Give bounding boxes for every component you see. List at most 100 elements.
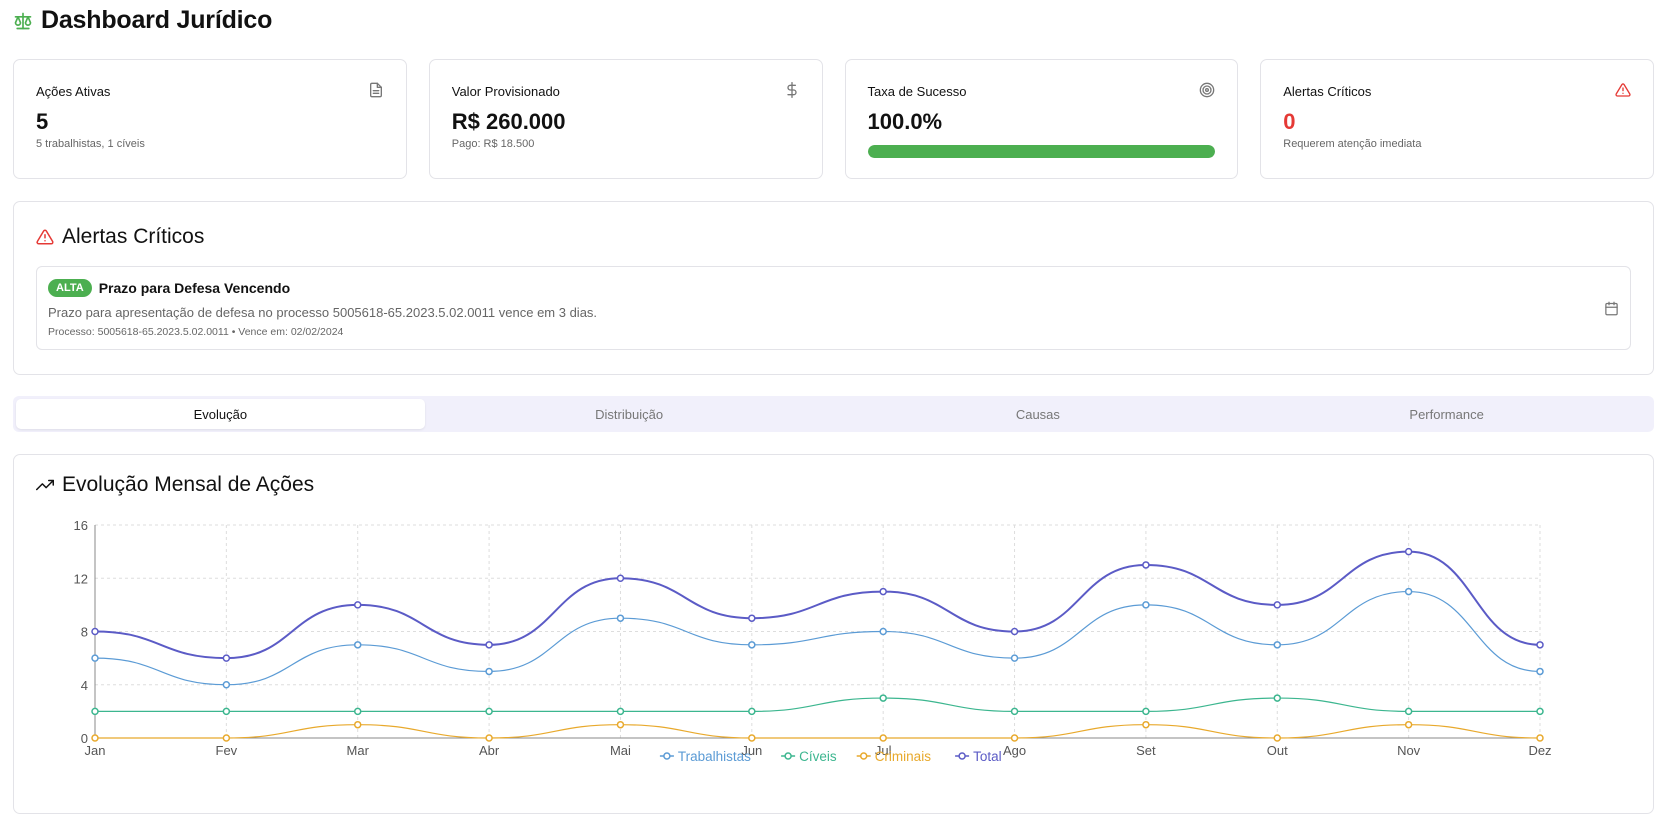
data-point bbox=[879, 627, 887, 636]
y-tick-label: 12 bbox=[74, 571, 88, 586]
card-value: 100.0% bbox=[867, 109, 943, 134]
x-tick-label: Jan bbox=[85, 743, 106, 758]
card-subtitle: Requerem atenção imediata bbox=[1283, 138, 1422, 150]
data-point bbox=[879, 734, 887, 742]
data-point bbox=[91, 654, 99, 662]
card-subtitle: 5 trabalhistas, 1 cíveis bbox=[36, 138, 145, 150]
x-tick-label: Dez bbox=[1528, 743, 1551, 758]
card-title: Taxa de Sucesso bbox=[867, 84, 967, 99]
x-tick-label: Out bbox=[1267, 743, 1288, 758]
data-point bbox=[353, 720, 362, 729]
x-tick-label: Mai bbox=[610, 743, 631, 758]
legend-label: Criminais bbox=[875, 749, 932, 764]
success-progress-bar bbox=[867, 145, 1216, 158]
x-tick-label: Mar bbox=[347, 743, 370, 758]
dollar-icon bbox=[786, 82, 797, 98]
data-point bbox=[616, 614, 625, 622]
data-point bbox=[222, 681, 231, 689]
data-point bbox=[1010, 654, 1019, 662]
warning-icon bbox=[1615, 83, 1631, 97]
data-point bbox=[1536, 641, 1544, 649]
data-point bbox=[1010, 734, 1019, 742]
card-value: 0 bbox=[1283, 109, 1296, 134]
chart-tabs: Evolução Distribuição Causas Performance bbox=[13, 396, 1654, 432]
card-valor-provisionado: Valor Provisionado R$ 260.000 Pago: R$ 1… bbox=[428, 59, 823, 179]
tab-distribuicao[interactable]: Distribuição bbox=[595, 406, 664, 422]
x-tick-label: Jun bbox=[741, 743, 762, 758]
card-acoes-ativas: Ações Ativas 5 5 trabalhistas, 1 cíveis bbox=[13, 59, 407, 179]
data-point bbox=[1273, 601, 1282, 609]
card-value: 5 bbox=[36, 109, 49, 134]
document-icon bbox=[369, 82, 382, 98]
data-point bbox=[91, 707, 99, 716]
line-chart: 0 4 8 12 16 Jan Fev Mar Abr Mai Jun Jul Ago Set Out Nov… bbox=[74, 518, 1552, 764]
y-tick-label: 4 bbox=[81, 678, 88, 693]
stats-cards: Ações Ativas 5 5 trabalhistas, 1 cíveis … bbox=[13, 59, 1654, 179]
data-point bbox=[1536, 667, 1544, 676]
alert-item[interactable]: ALTA Prazo para Defesa Vencendo Prazo pa… bbox=[36, 266, 1631, 350]
data-point bbox=[748, 734, 756, 742]
data-point bbox=[748, 614, 756, 622]
critical-alerts-panel: Alertas Críticos ALTA Prazo para Defesa … bbox=[13, 201, 1654, 375]
data-point bbox=[91, 734, 99, 742]
chart-card: Evolução Mensal de Ações 0 4 8 12 16 Jan Fev Ma… bbox=[13, 454, 1654, 814]
alert-title: Prazo para Defesa Vencendo bbox=[98, 280, 291, 296]
data-point bbox=[353, 601, 362, 609]
data-point bbox=[879, 587, 887, 596]
warning-icon bbox=[36, 229, 54, 245]
chart-title: Evolução Mensal de Ações bbox=[62, 473, 315, 496]
data-point bbox=[485, 707, 493, 716]
card-title: Ações Ativas bbox=[36, 84, 111, 99]
legend-marker-dot bbox=[859, 752, 868, 760]
data-point bbox=[1536, 707, 1544, 716]
data-point bbox=[485, 734, 493, 742]
trending-up-icon bbox=[36, 479, 54, 491]
calendar-icon[interactable] bbox=[1604, 301, 1619, 316]
legend-marker-dot bbox=[663, 752, 671, 760]
alerts-title: Alertas Críticos bbox=[62, 225, 205, 248]
data-point bbox=[1273, 694, 1282, 702]
legend-marker-dot bbox=[958, 752, 966, 760]
x-tick-label: Jul bbox=[875, 743, 892, 758]
data-point bbox=[353, 707, 362, 716]
data-point bbox=[1404, 707, 1413, 716]
x-tick-label: Abr bbox=[479, 743, 500, 758]
priority-badge: ALTA bbox=[48, 279, 92, 297]
tab-evolucao[interactable]: Evolução bbox=[16, 399, 425, 429]
data-point bbox=[1404, 720, 1413, 729]
tab-causas[interactable]: Causas bbox=[1015, 406, 1060, 422]
y-tick-label: 8 bbox=[81, 625, 88, 640]
series-line-cíveis bbox=[95, 697, 1540, 712]
alert-description: Prazo para apresentação de defesa no pro… bbox=[48, 305, 598, 320]
card-title: Alertas Críticos bbox=[1283, 84, 1372, 99]
y-tick-label: 0 bbox=[81, 731, 88, 746]
data-point bbox=[616, 707, 625, 716]
card-subtitle: Pago: R$ 18.500 bbox=[451, 138, 535, 150]
data-point bbox=[1142, 601, 1150, 609]
series-line-trabalhistas bbox=[94, 590, 1541, 686]
data-point bbox=[879, 694, 887, 702]
legend-marker-dot bbox=[784, 752, 792, 760]
x-tick-label: Set bbox=[1136, 743, 1156, 758]
x-tick-label: Nov bbox=[1397, 743, 1421, 758]
legend-label: Cíveis bbox=[799, 749, 837, 764]
data-point bbox=[1142, 707, 1150, 716]
data-point bbox=[748, 641, 756, 649]
chart-header: Evolução Mensal de Ações bbox=[36, 473, 314, 497]
data-point bbox=[1142, 720, 1150, 729]
legend-label: Total bbox=[973, 749, 1002, 764]
data-point bbox=[222, 707, 231, 716]
tab-performance[interactable]: Performance bbox=[1409, 406, 1484, 422]
data-point bbox=[1010, 707, 1019, 716]
series-line-criminais bbox=[94, 724, 1541, 739]
y-tick-label: 16 bbox=[74, 518, 88, 533]
card-alertas-criticos: Alertas Críticos 0 Requerem atenção imed… bbox=[1260, 59, 1654, 179]
data-point bbox=[1404, 587, 1413, 596]
data-point bbox=[616, 574, 625, 582]
page-title: Dashboard Jurídico bbox=[41, 6, 273, 34]
data-point bbox=[1273, 734, 1282, 742]
card-taxa-sucesso: Taxa de Sucesso 100.0% bbox=[844, 59, 1239, 179]
card-value: R$ 260.000 bbox=[451, 109, 566, 134]
data-point bbox=[1404, 547, 1413, 556]
x-tick-label: Ago bbox=[1003, 743, 1026, 758]
